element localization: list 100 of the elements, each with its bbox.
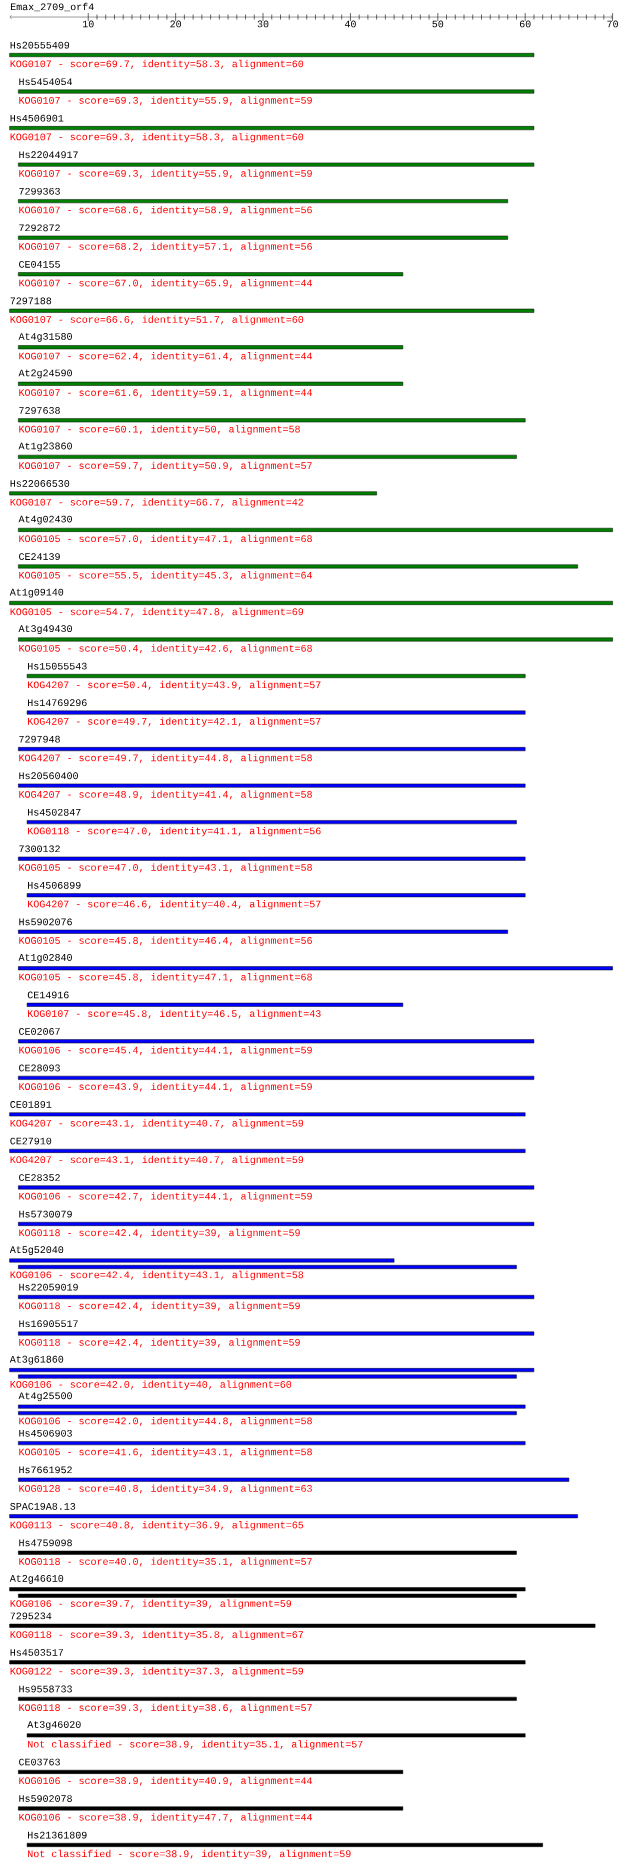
annotation: KOG4207 - score=49.7, identity=44.8, alignment=58 — [19, 753, 312, 764]
annotation: KOG0107 - score=68.6, identity=58.9, alignment=56 — [19, 205, 312, 216]
annotation: KOG4207 - score=48.9, identity=41.4, alignment=58 — [19, 790, 312, 800]
y-tick-label: Hs22066530 — [10, 480, 70, 487]
bar — [18, 162, 535, 167]
y-tick-label: At2g46610 — [9, 1575, 64, 1584]
bar — [18, 637, 613, 642]
y-tick-label: At3g49430 — [18, 625, 72, 635]
bar — [26, 820, 517, 825]
bar — [9, 1660, 526, 1665]
bar — [9, 601, 613, 605]
annotation: KOG0118 - score=47.0, identity=41.1, alignment=56 — [28, 826, 321, 837]
y-tick-label: At1g09140 — [9, 588, 64, 598]
bar — [9, 491, 377, 496]
annotation: KOG0107 - score=45.8, identity=46.5, alignment=43 — [28, 1009, 321, 1019]
y-tick-label: Hs16905517 — [19, 1320, 78, 1328]
y-tick-label: Hs22059019 — [19, 1283, 78, 1291]
bar — [18, 1374, 517, 1379]
bar — [18, 783, 526, 788]
annotation: KOG0106 - score=42.7, identity=44.1, alignment=59 — [19, 1192, 312, 1202]
bar — [26, 710, 526, 715]
bar — [9, 308, 535, 313]
annotation: KOG0118 - score=42.4, identity=39, alignment=59 — [19, 1301, 300, 1312]
y-tick-label: 7297638 — [19, 407, 60, 414]
bar — [18, 235, 508, 240]
bar — [18, 1806, 404, 1811]
annotation: KOG0107 - score=69.3, identity=55.9, alignment=59 — [19, 169, 312, 179]
bar — [9, 53, 535, 58]
y-tick-label: At5g52040 — [9, 1246, 64, 1256]
bar — [18, 856, 526, 861]
bar — [18, 199, 508, 204]
bar — [18, 929, 508, 934]
annotation: KOG4207 - score=43.1, identity=40.7, alignment=59 — [10, 1119, 304, 1129]
y-tick-label: Hs5730079 — [19, 1210, 72, 1218]
annotation: KOG0118 - score=39.3, identity=35.8, alignment=67 — [10, 1630, 304, 1640]
y-tick-label: SPAC19A8.13 — [10, 1502, 76, 1510]
x-tick-label: 70 — [607, 20, 618, 28]
y-tick-label: CE28093 — [19, 1064, 60, 1072]
annotation: KOG0105 - score=47.0, identity=43.1, alignment=58 — [19, 863, 312, 873]
annotation: KOG0105 - score=54.7, identity=47.8, alignment=69 — [10, 607, 304, 618]
y-tick-label: At3g61860 — [9, 1355, 64, 1365]
bar — [18, 1404, 526, 1409]
annotation: KOG0107 - score=62.4, identity=61.4, alignment=44 — [19, 352, 313, 362]
y-tick-label: Hs5902078 — [19, 1795, 72, 1802]
annotation: KOG0106 - score=42.0, identity=44.8, alignment=58 — [19, 1416, 312, 1427]
bar — [18, 454, 517, 459]
annotation: KOG0107 - score=69.3, identity=55.9, alignment=59 — [19, 96, 312, 106]
annotation: KOG0107 - score=69.7, identity=58.3, alignment=60 — [10, 59, 304, 70]
y-tick-label: 7297188 — [10, 297, 52, 305]
bar — [18, 1185, 535, 1190]
y-tick-label: Hs22044917 — [19, 151, 78, 159]
y-tick-label: 7299363 — [19, 187, 60, 195]
y-tick-label: Hs20560400 — [19, 772, 78, 780]
annotation: KOG0118 - score=42.4, identity=39, alignment=59 — [19, 1228, 300, 1239]
y-tick-label: CE14916 — [27, 991, 69, 999]
bar — [18, 1550, 517, 1555]
y-tick-label: Hs20555409 — [10, 41, 70, 49]
bar — [18, 1696, 517, 1701]
y-tick-label: At2g24590 — [18, 369, 72, 379]
y-tick-label: Hs9558733 — [19, 1685, 72, 1693]
y-tick-label: 7292872 — [19, 224, 60, 232]
bar — [9, 126, 535, 131]
y-tick-label: 7295234 — [10, 1612, 52, 1620]
bar — [18, 1769, 404, 1774]
annotation: KOG4207 - score=49.7, identity=42.1, alignment=57 — [28, 717, 321, 727]
annotation: KOG0128 - score=40.8, identity=34.9, alignment=63 — [19, 1484, 312, 1494]
annotation: Not classified - score=38.9, identity=39, alignment=59 — [28, 1849, 351, 1860]
annotation: KOG0118 - score=40.0, identity=35.1, alignment=57 — [19, 1557, 312, 1567]
bar — [18, 966, 613, 971]
y-tick-label: At4g31580 — [18, 333, 72, 342]
y-tick-label: At4g02430 — [18, 515, 72, 525]
bar — [18, 1295, 535, 1299]
annotation: KOG0106 - score=42.4, identity=43.1, alignment=58 — [10, 1270, 304, 1281]
annotation: KOG0105 - score=55.5, identity=45.3, alignment=64 — [19, 571, 313, 581]
y-tick-label: Hs4506899 — [28, 881, 81, 889]
y-tick-label: Hs4502847 — [28, 808, 81, 816]
bar — [26, 1843, 543, 1847]
y-tick-label: CE24139 — [19, 553, 60, 560]
bar — [26, 1002, 404, 1007]
annotation: KOG0105 - score=57.0, identity=47.1, alignment=68 — [19, 534, 312, 545]
annotation: KOG0107 - score=69.3, identity=58.3, alignment=60 — [10, 132, 304, 143]
y-tick-label: Hs4506903 — [19, 1429, 72, 1437]
x-tick-label: 20 — [170, 20, 182, 28]
annotation: KOG0105 - score=41.6, identity=43.1, alignment=58 — [19, 1447, 312, 1458]
bar — [18, 1411, 517, 1416]
y-tick-label: At1g23860 — [18, 442, 72, 452]
bar — [9, 1623, 596, 1628]
annotation: KOG0105 - score=45.8, identity=47.1, alignment=68 — [19, 973, 312, 983]
y-tick-label: CE04155 — [19, 260, 60, 268]
bar — [18, 527, 613, 532]
y-tick-label: CE28352 — [19, 1174, 60, 1181]
y-tick-label: Hs4506901 — [10, 114, 64, 122]
y-tick-label: CE27910 — [10, 1137, 52, 1145]
x-tick-label: 40 — [344, 20, 356, 28]
bar — [18, 1331, 535, 1336]
y-tick-label: Hs4503517 — [10, 1649, 64, 1656]
y-tick-label: CE01891 — [10, 1101, 52, 1108]
annotation: KOG0106 - score=38.9, identity=40.9, alignment=44 — [19, 1776, 313, 1787]
annotation: KOG0107 - score=59.7, identity=50.9, alignment=57 — [19, 461, 312, 472]
y-tick-label: Hs14769296 — [28, 699, 87, 707]
